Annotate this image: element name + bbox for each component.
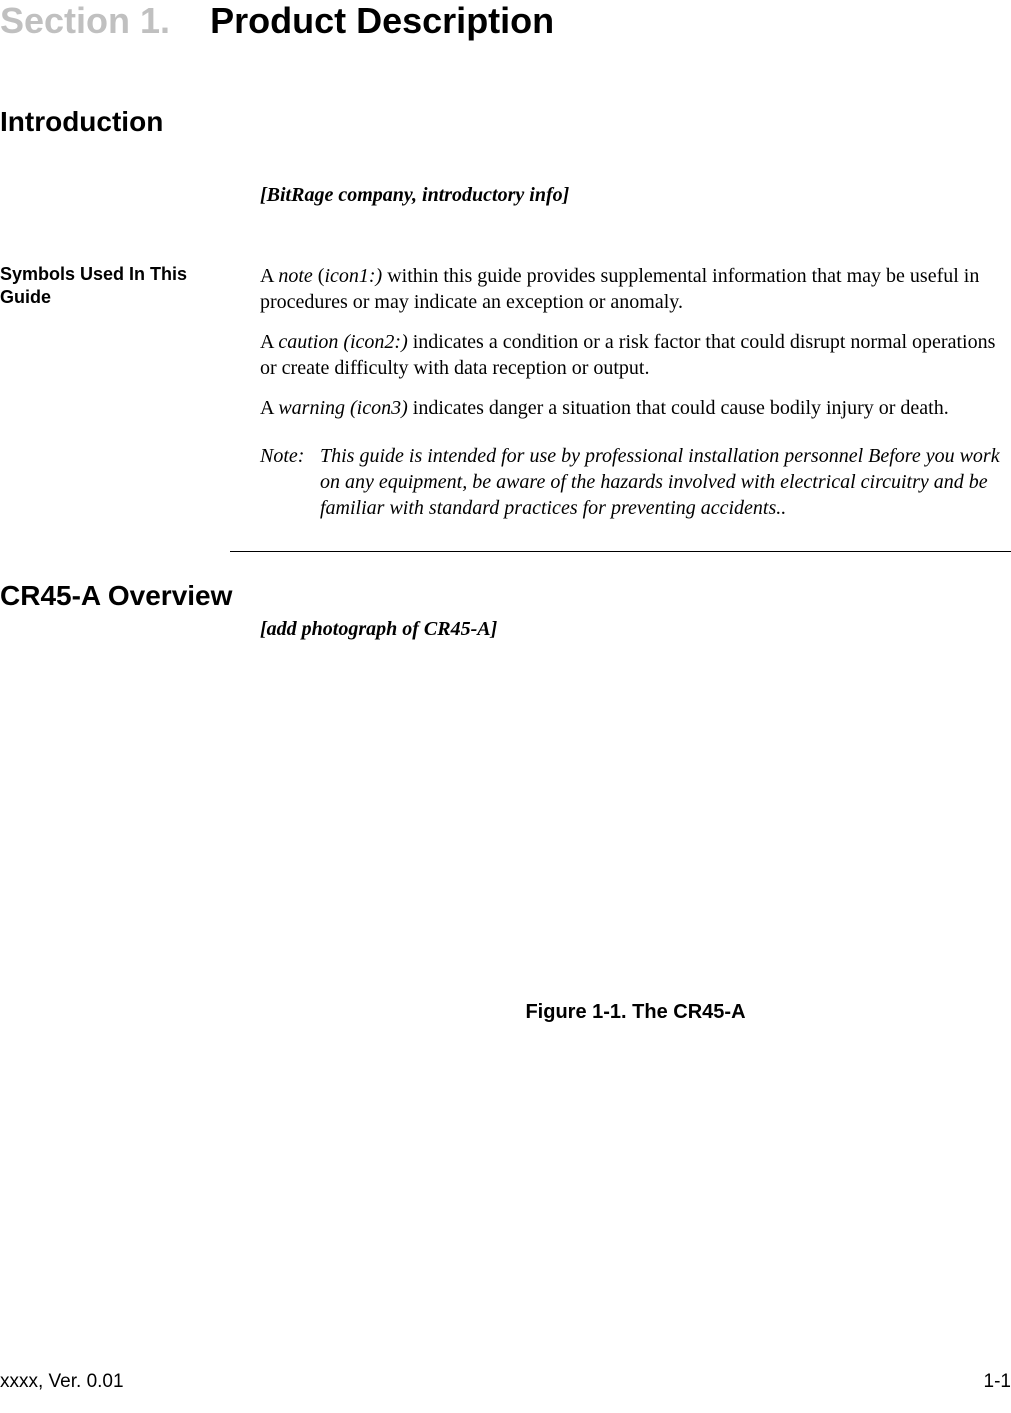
divider — [230, 551, 1011, 552]
footer: xxxx, Ver. 0.01 1-1 — [0, 1371, 1011, 1393]
overview-placeholder: [add photograph of CR45-A] — [260, 618, 1011, 641]
symbols-paragraph-note: A note (icon1:) within this guide provid… — [260, 263, 1001, 315]
footer-right: 1-1 — [984, 1371, 1011, 1393]
intro-placeholder: [BitRage company, introductory info] — [260, 184, 1001, 207]
symbols-sidebar-label: Symbols Used In This Guide — [0, 263, 240, 308]
note-text: This guide is intended for use by profes… — [320, 443, 1001, 521]
introduction-heading: Introduction — [0, 106, 1011, 138]
figure-caption: Figure 1-1. The CR45-A — [260, 1001, 1011, 1024]
section-heading: Section 1. Product Description — [0, 0, 1011, 42]
section-number: Section 1. — [0, 0, 170, 41]
note-label: Note: — [260, 443, 320, 521]
footer-left: xxxx, Ver. 0.01 — [0, 1371, 124, 1393]
overview-heading: CR45-A Overview — [0, 580, 1011, 612]
note-block: Note: This guide is intended for use by … — [260, 443, 1001, 521]
symbols-paragraph-warning: A warning (icon3) indicates danger a sit… — [260, 395, 1001, 421]
symbols-paragraph-caution: A caution (icon2:) indicates a condition… — [260, 329, 1001, 381]
section-title: Product Description — [210, 0, 554, 41]
